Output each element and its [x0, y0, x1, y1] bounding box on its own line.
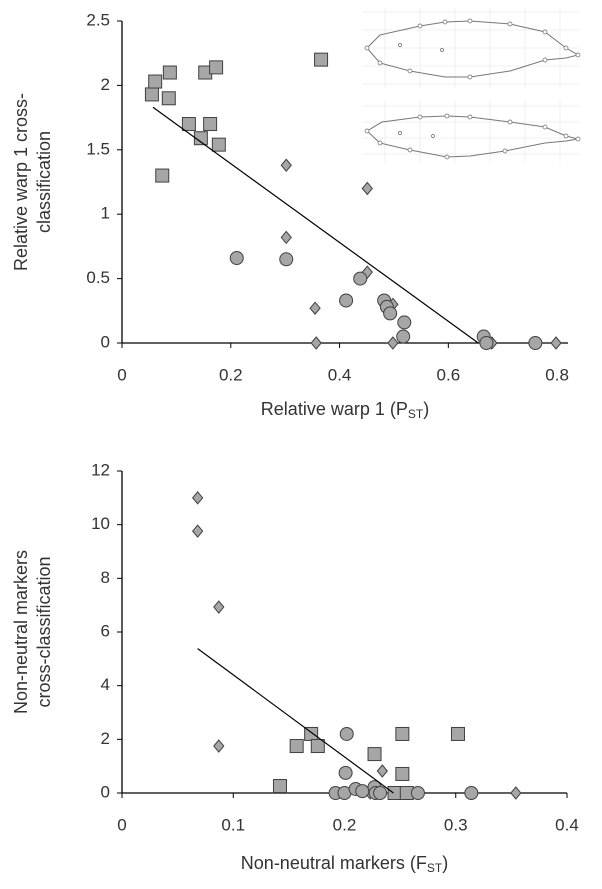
circle-point — [397, 315, 412, 330]
trendline — [152, 106, 479, 344]
x-axis-label-part: Non-neutral markers (F — [241, 853, 427, 873]
diamond-point — [213, 739, 225, 753]
circle-point — [355, 784, 370, 799]
square-point — [193, 131, 208, 146]
square-point — [272, 779, 287, 794]
outline — [366, 20, 580, 78]
shape-inset-bottom — [363, 100, 581, 162]
x-tick-label: 0.6 — [437, 365, 461, 384]
y-tick-label: 0 — [101, 782, 110, 801]
diamond-point — [387, 336, 399, 350]
circle-point — [353, 271, 368, 286]
x-axis-label-part: Relative warp 1 (P — [261, 399, 408, 419]
x-tick-label: 0.2 — [219, 365, 243, 384]
square-point — [148, 74, 163, 89]
y-tick-label: 1.5 — [86, 139, 110, 158]
y-tick-label: 4 — [101, 675, 110, 694]
y-axis-label: cross-classification — [34, 556, 54, 707]
x-tick-label: 0 — [117, 365, 126, 384]
square-point — [181, 117, 196, 132]
square-point — [203, 117, 218, 132]
diamond-point — [280, 158, 292, 173]
diamond-point — [280, 230, 292, 245]
y-axis-label: Non-neutral markers — [11, 550, 31, 714]
square-point — [367, 747, 382, 762]
square-point — [289, 739, 304, 754]
square-point — [161, 91, 176, 106]
x-tick-label: 0.1 — [221, 815, 245, 834]
circle-point — [479, 336, 494, 350]
x-axis-label: Relative warp 1 (PST) — [261, 399, 429, 421]
square-point — [450, 726, 465, 741]
y-tick-label: 12 — [91, 460, 110, 479]
x-tick-label: 0.2 — [333, 815, 357, 834]
x-tick-label: 0.4 — [555, 815, 579, 834]
circle-point — [383, 306, 398, 321]
circle-point — [339, 293, 354, 308]
x-tick-label: 0.4 — [328, 365, 352, 384]
y-tick-label: 10 — [91, 514, 110, 533]
square-point — [395, 726, 410, 741]
circle-point — [339, 726, 354, 741]
y-tick-label: 2 — [101, 75, 110, 94]
diamond-point — [309, 301, 321, 316]
y-tick-label: 0 — [101, 332, 110, 351]
x-axis-label: Non-neutral markers (FST) — [241, 853, 448, 875]
grid — [363, 8, 580, 88]
y-axis-label: Relative warp 1 cross- — [11, 93, 31, 271]
diamond-point — [376, 764, 388, 778]
square-point — [310, 739, 325, 754]
diamond-point — [191, 491, 204, 505]
x-tick-label: 0.3 — [444, 815, 468, 834]
shape-inset-top — [363, 8, 581, 88]
y-tick-label: 2 — [101, 729, 110, 748]
circle-point — [464, 786, 479, 800]
square-point — [144, 87, 159, 102]
x-tick-label: 0.8 — [545, 365, 569, 384]
x-axis-label-part: ) — [442, 853, 448, 873]
x-tick-label: 0 — [117, 815, 126, 834]
x-axis-label-part: ) — [423, 399, 429, 419]
y-tick-label: 8 — [101, 568, 110, 587]
circle-point — [528, 336, 543, 350]
square-point — [314, 52, 329, 67]
circle-point — [373, 786, 388, 800]
square-point — [211, 137, 226, 152]
square-point — [395, 766, 410, 781]
circle-point — [396, 329, 411, 344]
diamond-point — [550, 336, 562, 350]
circle-point — [229, 250, 244, 265]
diamond-point — [191, 524, 204, 538]
x-axis-label-subscript: ST — [427, 861, 443, 875]
circle-point — [410, 786, 425, 800]
points — [191, 491, 522, 800]
y-tick-label: 2.5 — [86, 10, 110, 29]
grid — [363, 100, 580, 162]
points — [144, 52, 562, 350]
diamond-point — [310, 336, 322, 350]
diamond-point — [510, 786, 522, 800]
square-point — [387, 786, 402, 800]
square-point — [162, 65, 177, 80]
y-tick-label: 6 — [101, 621, 110, 640]
y-axis-label: classification — [34, 131, 54, 233]
y-tick-label: 1 — [101, 204, 110, 223]
y-tick-label: 0.5 — [86, 268, 110, 287]
trendline — [197, 648, 394, 794]
diamond-point — [361, 181, 373, 196]
x-axis-label-subscript: ST — [408, 407, 424, 421]
diamond-point — [213, 600, 225, 614]
square-point — [155, 168, 170, 183]
circle-point — [279, 252, 294, 267]
circle-point — [338, 765, 353, 780]
square-point — [209, 60, 224, 75]
